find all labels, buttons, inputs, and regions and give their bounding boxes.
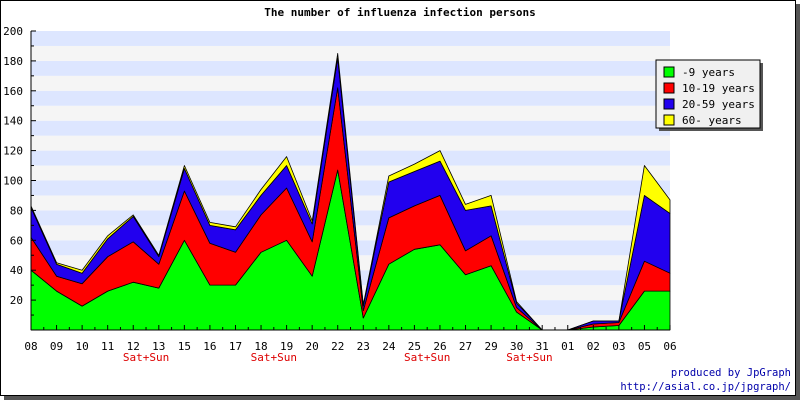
y-tick-label: 120 bbox=[3, 145, 23, 158]
x-tick-label: 26 bbox=[433, 340, 446, 353]
legend-label-2: 20-59 years bbox=[682, 98, 755, 111]
x-tick-label: 29 bbox=[484, 340, 497, 353]
x-tick-label: 17 bbox=[229, 340, 242, 353]
x-tick-label: 03 bbox=[612, 340, 625, 353]
y-tick-label: 60 bbox=[10, 234, 23, 247]
legend-label-3: 60- years bbox=[682, 114, 742, 127]
x-tick-label: 19 bbox=[280, 340, 293, 353]
series-area-3 bbox=[30, 53, 671, 331]
x-tick-label: 01 bbox=[561, 340, 574, 353]
x-tick-label: 30 bbox=[510, 340, 523, 353]
grid-band bbox=[31, 75, 670, 91]
x-tick-label: 31 bbox=[536, 340, 549, 353]
y-tick-label: 80 bbox=[10, 204, 23, 217]
chart-title: The number of influenza infection person… bbox=[264, 6, 536, 19]
x-tick-label: 08 bbox=[24, 340, 37, 353]
legend-label-1: 10-19 years bbox=[682, 82, 755, 95]
x-tick-label: 16 bbox=[203, 340, 216, 353]
grid-band bbox=[31, 90, 670, 106]
grid-band bbox=[31, 150, 670, 166]
y-tick-label: 40 bbox=[10, 264, 23, 277]
credit-line-2: http://asial.co.jp/jpgraph/ bbox=[620, 381, 791, 393]
legend-swatch-2 bbox=[663, 98, 675, 110]
grid-band bbox=[31, 105, 670, 121]
grid-band bbox=[31, 135, 670, 151]
x-tick-label: 05 bbox=[638, 340, 651, 353]
x-tick-label: 27 bbox=[459, 340, 472, 353]
y-tick-label: 200 bbox=[3, 25, 23, 38]
x-tick-label: 09 bbox=[50, 340, 63, 353]
grid-band bbox=[31, 31, 670, 46]
x-tick-label: 18 bbox=[254, 340, 267, 353]
legend-swatch-0 bbox=[663, 66, 675, 78]
x-tick-label: 02 bbox=[587, 340, 600, 353]
y-tick-label: 20 bbox=[10, 294, 23, 307]
credit-line-1: produced by JpGraph bbox=[671, 367, 791, 379]
legend-swatch-1 bbox=[663, 82, 675, 94]
grid-band bbox=[31, 165, 670, 181]
weekend-label: Sat+Sun bbox=[404, 351, 450, 364]
x-tick-label: 11 bbox=[101, 340, 114, 353]
x-tick-label: 13 bbox=[152, 340, 165, 353]
x-tick-label: 24 bbox=[382, 340, 396, 353]
y-tick-label: 140 bbox=[3, 115, 23, 128]
x-tick-label: 22 bbox=[331, 340, 344, 353]
y-tick-label: 160 bbox=[3, 85, 23, 98]
x-tick-label: 12 bbox=[127, 340, 140, 353]
x-tick-label: 15 bbox=[178, 340, 191, 353]
weekend-label: Sat+Sun bbox=[251, 351, 297, 364]
x-tick-label: 20 bbox=[306, 340, 319, 353]
legend-swatch-3 bbox=[663, 114, 675, 126]
grid-band bbox=[31, 45, 670, 61]
y-tick-label: 180 bbox=[3, 55, 23, 68]
x-tick-label: 23 bbox=[357, 340, 370, 353]
weekend-label: Sat+Sun bbox=[123, 351, 169, 364]
legend-label-0: -9 years bbox=[682, 66, 735, 79]
y-tick-label: 100 bbox=[3, 175, 23, 188]
grid-band bbox=[31, 120, 670, 136]
x-tick-label: 25 bbox=[408, 340, 421, 353]
x-tick-label: 10 bbox=[75, 340, 88, 353]
grid-band bbox=[31, 60, 670, 76]
x-tick-label: 06 bbox=[663, 340, 676, 353]
weekend-label: Sat+Sun bbox=[506, 351, 552, 364]
